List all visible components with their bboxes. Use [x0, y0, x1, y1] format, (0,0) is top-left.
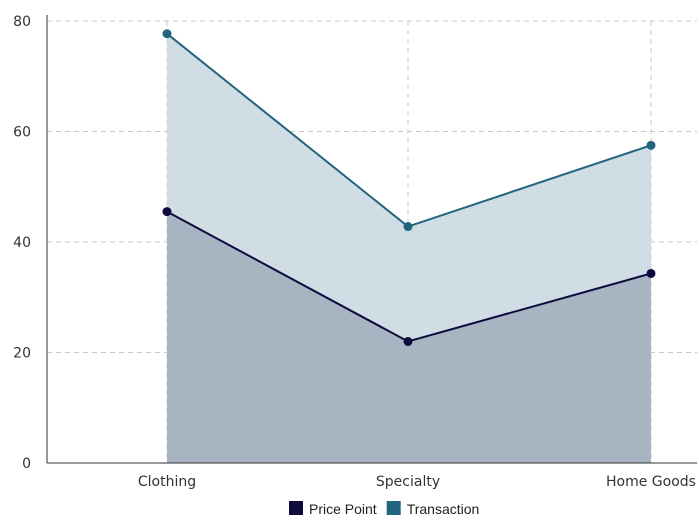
- series-points: [162, 29, 656, 346]
- y-tick-label: 40: [13, 235, 31, 251]
- y-tick-label: 20: [13, 346, 31, 362]
- point-price-point: [403, 336, 413, 346]
- point-transaction: [162, 29, 172, 39]
- legend-swatch-transaction: [386, 501, 401, 515]
- point-price-point: [646, 268, 656, 278]
- x-tick-labels: Clothing Specialty Home Goods: [138, 474, 696, 490]
- x-tick-label: Clothing: [138, 474, 196, 490]
- area-price-point: [167, 211, 651, 463]
- point-price-point: [162, 207, 172, 217]
- point-transaction: [403, 222, 413, 232]
- legend-label-transaction: Transaction: [407, 501, 480, 517]
- y-tick-label: 80: [13, 14, 31, 30]
- y-tick-label: 0: [22, 456, 31, 472]
- series-areas: [167, 33, 651, 464]
- axes: [46, 15, 697, 464]
- x-tick-label: Home Goods: [606, 474, 696, 490]
- y-tick-label: 60: [13, 125, 31, 141]
- point-transaction: [646, 140, 656, 150]
- legend-swatch-price-point: [289, 501, 303, 515]
- legend-label-price-point: Price Point: [309, 501, 377, 517]
- x-tick-label: Specialty: [376, 474, 440, 490]
- y-tick-labels: 0 20 40 60 80: [13, 14, 31, 472]
- legend: Price Point Transaction: [289, 501, 479, 517]
